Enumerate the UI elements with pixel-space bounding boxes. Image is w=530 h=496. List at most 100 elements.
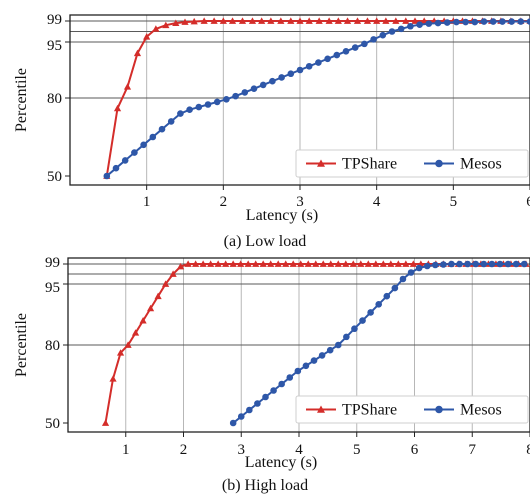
data-point-mesos: [204, 101, 212, 108]
legend-box: [295, 149, 529, 178]
data-point-mesos: [379, 31, 387, 39]
data-point-tpshare: [161, 280, 170, 287]
data-point-tpshare: [402, 17, 410, 24]
data-point-tpshare: [131, 329, 140, 336]
data-point-tpshare: [152, 25, 160, 32]
data-point-mesos: [241, 89, 249, 96]
data-point-mesos: [453, 18, 460, 26]
data-point-mesos: [407, 269, 415, 276]
data-point-tpshare: [364, 260, 372, 267]
x-tick-label: 6: [411, 442, 419, 458]
data-point-tpshare: [402, 260, 410, 267]
data-point-tpshare: [210, 17, 218, 24]
data-point-mesos: [472, 260, 480, 268]
data-point-mesos: [367, 309, 374, 316]
legend-box: [295, 395, 529, 424]
y-tick-label: 95: [47, 38, 62, 54]
data-point-tpshare: [133, 49, 142, 57]
y-tick-label: 50: [45, 416, 60, 432]
legend-label-tpshare: TPShare: [342, 156, 397, 173]
data-point-mesos: [278, 380, 285, 388]
data-point-mesos: [520, 260, 528, 268]
data-point-tpshare: [172, 19, 180, 26]
data-point-tpshare: [169, 270, 177, 277]
data-point-mesos: [318, 352, 326, 359]
legend-label-tpshare: TPShare: [342, 402, 397, 419]
data-point-mesos: [302, 362, 310, 370]
data-point-tpshare: [143, 33, 151, 40]
x-tick-label: 3: [296, 194, 304, 210]
data-point-tpshare: [113, 104, 122, 112]
data-point-mesos: [351, 44, 359, 51]
data-point-tpshare: [101, 419, 110, 426]
data-point-tpshare: [343, 17, 352, 24]
data-point-tpshare: [277, 17, 285, 24]
data-point-mesos: [526, 18, 530, 25]
data-point-tpshare: [411, 17, 419, 24]
data-point-tpshare: [349, 260, 357, 267]
data-point-mesos: [287, 70, 295, 78]
data-point-mesos: [456, 260, 463, 268]
data-point-mesos: [359, 317, 366, 324]
data-point-mesos: [391, 284, 399, 292]
y-axis-label: Percentile: [13, 68, 30, 132]
x-tick-label: 7: [469, 442, 477, 458]
y-tick-label: 99: [47, 12, 62, 28]
data-point-mesos: [278, 74, 285, 81]
data-point-mesos: [425, 20, 433, 27]
data-point-tpshare: [238, 17, 247, 24]
data-point-mesos: [286, 374, 294, 381]
x-tick-label: 5: [450, 194, 458, 210]
data-point-tpshare: [228, 17, 237, 24]
x-tick-label: 6: [526, 194, 530, 210]
x-axis-label: Latency (s): [246, 207, 318, 224]
x-tick-label: 2: [220, 194, 228, 210]
x-axis-label: Latency (s): [245, 454, 317, 471]
legend-marker-tpshare: [317, 159, 325, 167]
data-point-tpshare: [184, 260, 192, 267]
data-point-mesos: [499, 18, 506, 25]
data-point-mesos: [213, 98, 221, 106]
x-tick-label: 1: [143, 194, 151, 210]
y-axis-label: Percentile: [13, 313, 30, 377]
x-tick-label: 5: [353, 442, 361, 458]
chart-low-load: 1 2 3 4 5 6 50 80 95 99 Latency (s) Percentile (a) L…: [13, 12, 530, 250]
data-point-mesos: [471, 18, 479, 26]
data-point-tpshare: [146, 304, 155, 312]
data-point-mesos: [375, 301, 382, 308]
data-point-mesos: [342, 48, 350, 55]
data-point-tpshare: [287, 17, 295, 24]
data-point-tpshare: [379, 260, 387, 267]
data-point-mesos: [158, 125, 166, 133]
data-point-tpshare: [199, 260, 207, 267]
data-point-tpshare: [392, 17, 400, 24]
data-point-tpshare: [181, 18, 189, 25]
data-point-tpshare: [373, 17, 381, 24]
data-point-mesos: [407, 22, 414, 30]
chart-caption: (a) Low load: [224, 233, 307, 250]
data-point-mesos: [383, 292, 391, 300]
data-point-mesos: [140, 141, 147, 149]
data-point-tpshare: [237, 260, 245, 267]
data-point-mesos: [305, 62, 313, 70]
data-point-tpshare: [289, 260, 297, 267]
data-point-tpshare: [258, 17, 266, 24]
data-point-mesos: [488, 260, 496, 268]
data-point-mesos: [167, 118, 175, 125]
data-point-mesos: [310, 357, 318, 364]
data-point-mesos: [480, 260, 488, 268]
x-tick-label: 4: [373, 194, 381, 210]
data-point-mesos: [434, 19, 442, 27]
data-point-mesos: [508, 18, 515, 25]
data-point-tpshare: [248, 17, 257, 24]
data-point-mesos: [399, 275, 407, 283]
data-point-tpshare: [139, 317, 147, 324]
data-point-mesos: [333, 51, 341, 59]
data-point-mesos: [315, 59, 322, 66]
data-point-mesos: [397, 25, 405, 33]
data-point-tpshare: [207, 260, 215, 267]
data-point-tpshare: [297, 260, 305, 267]
data-point-tpshare: [305, 17, 313, 24]
data-point-tpshare: [192, 260, 200, 267]
